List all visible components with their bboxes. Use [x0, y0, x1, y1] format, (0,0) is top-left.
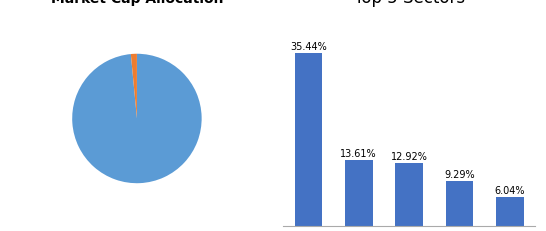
Title: Market Cap Allocation: Market Cap Allocation: [51, 0, 223, 6]
Wedge shape: [72, 55, 201, 183]
Text: 35.44%: 35.44%: [290, 41, 327, 51]
Bar: [446, 181, 473, 226]
Text: 9.29%: 9.29%: [444, 169, 474, 179]
Text: 12.92%: 12.92%: [390, 151, 428, 161]
Bar: [395, 163, 423, 226]
Wedge shape: [131, 55, 137, 119]
Bar: [345, 160, 372, 226]
Text: 13.61%: 13.61%: [340, 148, 377, 158]
Title: Top 5 Sectors: Top 5 Sectors: [353, 0, 465, 7]
Text: 6.04%: 6.04%: [495, 185, 525, 195]
Legend: Large-cap, Mid-cap: Large-cap, Mid-cap: [58, 228, 216, 231]
Bar: [294, 53, 322, 226]
Bar: [496, 197, 524, 226]
